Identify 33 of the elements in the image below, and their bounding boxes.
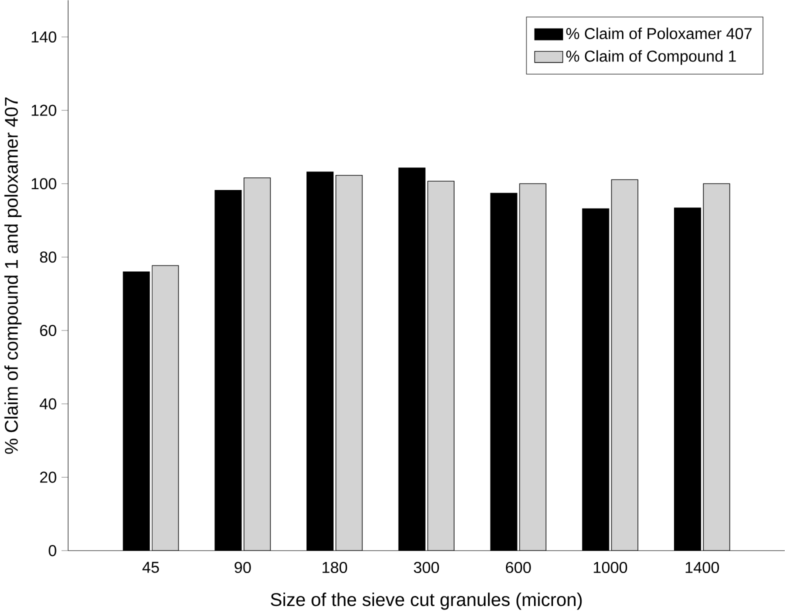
y-tick-label: 140 xyxy=(32,31,56,42)
bar xyxy=(582,208,610,551)
y-tick-label: 0 xyxy=(48,544,56,556)
bar xyxy=(703,183,730,551)
bar xyxy=(490,192,518,551)
bar xyxy=(427,180,454,551)
x-tick-label: 180 xyxy=(322,562,348,573)
y-tick-label: 120 xyxy=(32,104,56,116)
y-axis-title: % Claim of compound 1 and poloxamer 407 xyxy=(4,97,22,454)
bar xyxy=(674,208,702,551)
bar xyxy=(152,265,179,551)
x-axis-title: Size of the sieve cut granules (micron) xyxy=(270,592,582,610)
legend-label: % Claim of Poloxamer 407 xyxy=(566,28,752,40)
x-tick-label: 300 xyxy=(414,562,439,573)
legend-label: % Claim of Compound 1 xyxy=(566,50,736,65)
bar xyxy=(398,168,426,551)
bar xyxy=(519,183,546,551)
y-tick-label: 100 xyxy=(32,178,56,190)
x-tick-label: 600 xyxy=(506,562,531,573)
x-tick-label: 1400 xyxy=(686,562,719,573)
y-tick-label: 80 xyxy=(40,251,56,263)
x-tick-label: 1000 xyxy=(594,562,628,573)
y-tick-label: 40 xyxy=(40,398,56,410)
bar xyxy=(122,271,150,551)
y-tick-label: 60 xyxy=(40,324,56,336)
bar xyxy=(214,190,242,551)
bar xyxy=(306,172,334,551)
y-tick-label: 20 xyxy=(40,472,56,483)
bar xyxy=(611,179,638,551)
bar xyxy=(336,174,363,551)
x-tick-label: 45 xyxy=(142,562,159,573)
bar xyxy=(244,177,271,551)
x-tick-label: 90 xyxy=(234,562,251,573)
